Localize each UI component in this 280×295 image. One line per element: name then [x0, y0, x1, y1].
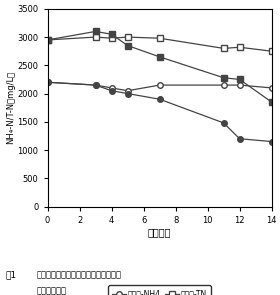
Line: 高曝気-TN: 高曝気-TN [45, 29, 274, 105]
低曝気-NH4 [222, 83, 225, 87]
高曝気-NH4 [46, 81, 49, 84]
高曝気-NH4 [126, 92, 129, 95]
高曝気-NH4 [158, 97, 161, 101]
高曝気-NH4 [222, 121, 225, 125]
低曝気-NH4 [238, 83, 241, 87]
低曝気-TN [270, 50, 273, 53]
Text: 態窒素の推移: 態窒素の推移 [36, 286, 66, 295]
低曝気-NH4 [46, 81, 49, 84]
低曝気-NH4 [158, 83, 161, 87]
高曝気-NH4 [110, 89, 113, 93]
低曝気-TN [46, 38, 49, 42]
低曝気-TN [158, 37, 161, 40]
低曝気-TN [94, 35, 97, 39]
高曝気-TN [238, 78, 241, 81]
低曝気-TN [238, 45, 241, 49]
Text: 脱離液中の全窒素およびアンモニウム: 脱離液中の全窒素およびアンモニウム [36, 270, 122, 279]
Y-axis label: NH₄-N/T-N（mg/L）: NH₄-N/T-N（mg/L） [6, 71, 15, 144]
高曝気-TN [110, 32, 113, 36]
高曝気-TN [126, 44, 129, 47]
高曝気-TN [222, 76, 225, 80]
高曝気-NH4 [94, 83, 97, 87]
低曝気-NH4 [110, 86, 113, 90]
低曝気-NH4 [126, 89, 129, 93]
Legend: 低曝気-NH4, 高曝気-NH4, 低曝気-TN, 高曝気-TN: 低曝気-NH4, 高曝気-NH4, 低曝気-TN, 高曝気-TN [108, 286, 211, 295]
Text: 図1: 図1 [6, 270, 17, 279]
X-axis label: 経過日数: 経過日数 [148, 227, 171, 237]
低曝気-NH4 [94, 83, 97, 87]
高曝気-TN [46, 38, 49, 42]
高曝気-TN [158, 55, 161, 59]
高曝気-TN [94, 30, 97, 33]
Line: 低曝気-TN: 低曝気-TN [45, 34, 274, 54]
高曝気-NH4 [270, 140, 273, 143]
低曝気-NH4 [270, 86, 273, 90]
Line: 低曝気-NH4: 低曝気-NH4 [45, 79, 274, 94]
低曝気-TN [110, 37, 113, 40]
高曝気-NH4 [238, 137, 241, 140]
高曝気-TN [270, 100, 273, 104]
Line: 高曝気-NH4: 高曝気-NH4 [45, 79, 274, 144]
低曝気-TN [222, 47, 225, 50]
低曝気-TN [126, 35, 129, 39]
